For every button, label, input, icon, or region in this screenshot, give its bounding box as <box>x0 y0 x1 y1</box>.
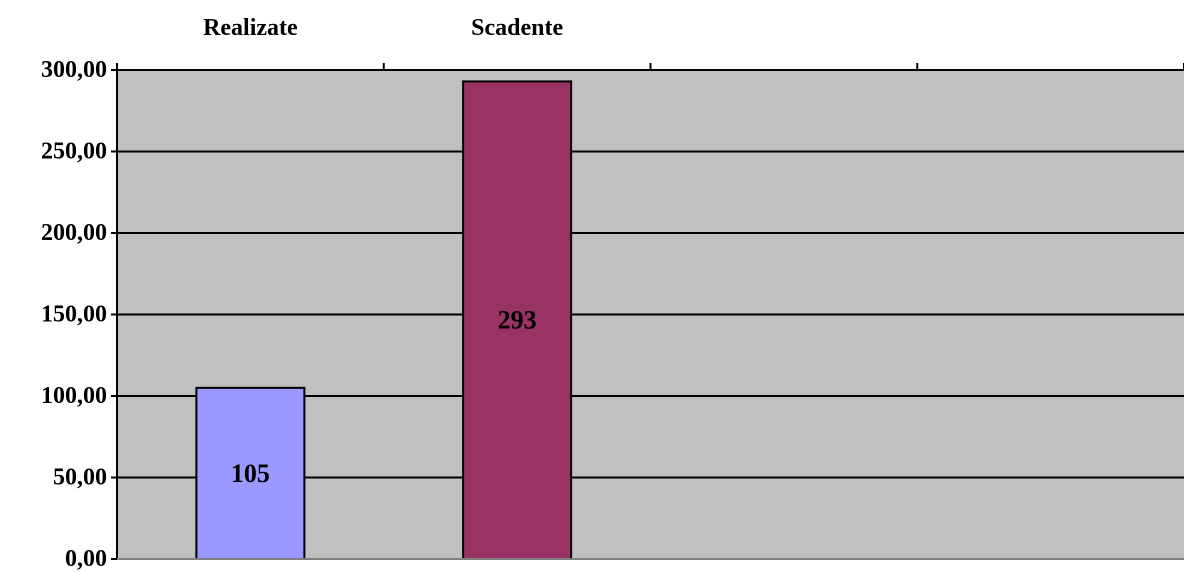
bar-realizate <box>195 386 306 560</box>
category-label-scadente: Scadente <box>471 15 563 41</box>
data-label-scadente: 293 <box>498 306 537 335</box>
category-label-realizate: Realizate <box>203 15 298 41</box>
y-tick-label-200: 200,00 <box>41 220 107 246</box>
data-label-realizate: 105 <box>231 459 270 488</box>
y-tick-label-50: 50,00 <box>53 465 107 491</box>
bars <box>195 80 573 560</box>
y-tick-label-250: 250,00 <box>41 139 107 165</box>
y-tick-label-0: 0,00 <box>65 546 107 572</box>
x-axis-tick-labels: Realizate Scadente <box>203 15 563 41</box>
y-tick-label-100: 100,00 <box>41 383 107 409</box>
y-tick-label-300: 300,00 <box>41 57 107 83</box>
axes <box>111 63 1184 560</box>
y-axis-tick-labels: 0,00 50,00 100,00 150,00 200,00 250,00 300,00 <box>41 57 107 572</box>
data-labels: 105 293 <box>231 306 537 488</box>
y-tick-label-150: 150,00 <box>41 302 107 328</box>
